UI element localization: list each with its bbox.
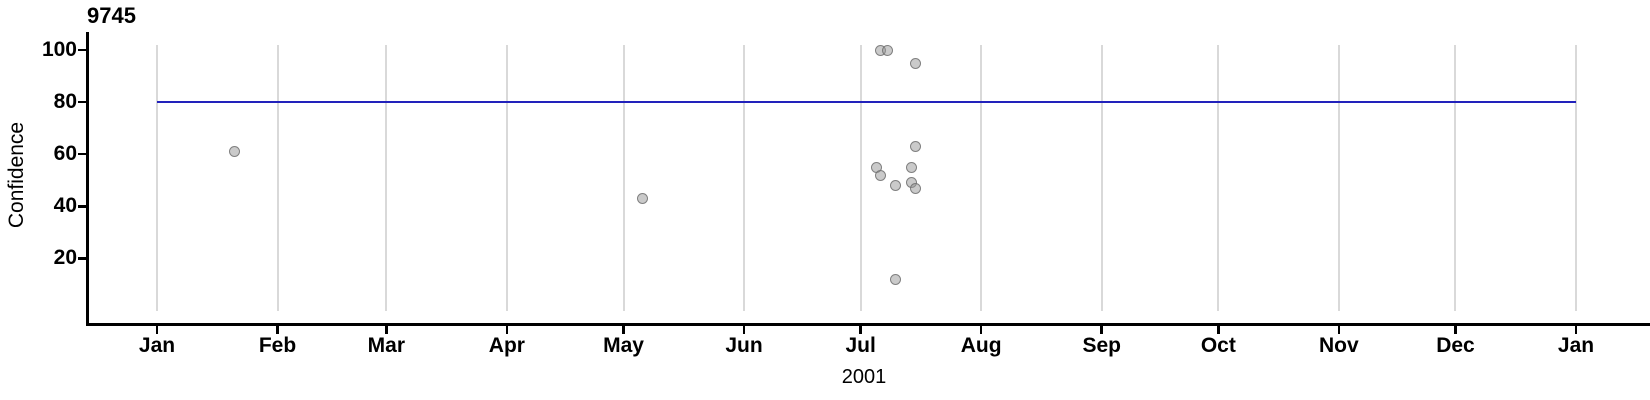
month-gridline <box>276 45 279 311</box>
x-tick-label: Oct <box>1200 334 1236 357</box>
data-point <box>882 44 894 56</box>
y-axis-line <box>85 32 89 324</box>
month-gridline <box>1575 45 1577 311</box>
x-tick-label: Mar <box>367 334 406 357</box>
reference-line <box>157 101 1576 104</box>
y-tick-label: 60 <box>53 142 77 166</box>
x-tick-label: Jun <box>725 334 763 357</box>
y-axis-tick <box>78 152 87 156</box>
y-axis-tick <box>78 205 87 208</box>
y-tick-label: 80 <box>53 90 77 114</box>
y-tick-label: 20 <box>53 246 77 270</box>
y-axis-tick <box>78 48 87 52</box>
data-point <box>637 192 649 204</box>
month-gridline <box>743 45 746 311</box>
x-tick-label: Jan <box>1557 334 1595 357</box>
x-tick-label: Aug <box>960 334 1002 357</box>
x-axis-tick <box>622 325 625 334</box>
x-tick-label: Dec <box>1436 334 1475 357</box>
x-axis-tick <box>155 325 159 334</box>
x-axis-tick <box>385 325 388 334</box>
x-axis-tick <box>1337 325 1341 334</box>
x-axis-tick <box>1100 325 1103 334</box>
y-axis-tick <box>78 100 87 104</box>
x-axis-tick <box>1217 325 1220 334</box>
month-gridline <box>622 45 625 311</box>
x-tick-label: Jul <box>845 334 876 357</box>
x-axis-tick <box>742 325 746 334</box>
x-tick-label: Apr <box>488 334 525 357</box>
data-point <box>874 169 886 181</box>
data-point <box>229 146 241 158</box>
month-gridline <box>1454 45 1457 311</box>
plot-title: 9745 <box>87 3 136 28</box>
data-point <box>909 182 921 194</box>
month-gridline <box>1217 45 1220 311</box>
x-tick-label: May <box>603 334 644 357</box>
data-point <box>909 140 921 152</box>
x-axis-tick <box>859 325 862 334</box>
x-axis-tick <box>1454 325 1457 334</box>
data-point <box>890 273 902 285</box>
month-gridline <box>505 45 508 311</box>
x-tick-label: Jan <box>138 334 176 357</box>
month-gridline <box>385 45 388 311</box>
month-gridline <box>156 45 158 311</box>
month-gridline <box>980 45 983 311</box>
data-point <box>909 57 921 69</box>
x-tick-label: Feb <box>258 334 297 357</box>
month-gridline <box>859 45 862 311</box>
x-axis-line <box>85 322 1650 326</box>
x-axis-tick <box>1574 325 1578 334</box>
x-tick-label: Sep <box>1082 334 1121 357</box>
data-point <box>905 161 917 173</box>
x-axis-tick <box>276 325 279 334</box>
x-tick-label: Nov <box>1319 334 1359 357</box>
x-axis-tick <box>505 325 509 334</box>
y-tick-label: 40 <box>53 194 77 218</box>
x-axis-title: 2001 <box>841 366 887 388</box>
y-axis-tick <box>78 257 87 260</box>
month-gridline <box>1100 45 1103 311</box>
y-tick-label: 100 <box>41 38 77 61</box>
x-axis-tick <box>979 325 983 334</box>
data-point <box>890 179 902 191</box>
month-gridline <box>1337 45 1340 311</box>
